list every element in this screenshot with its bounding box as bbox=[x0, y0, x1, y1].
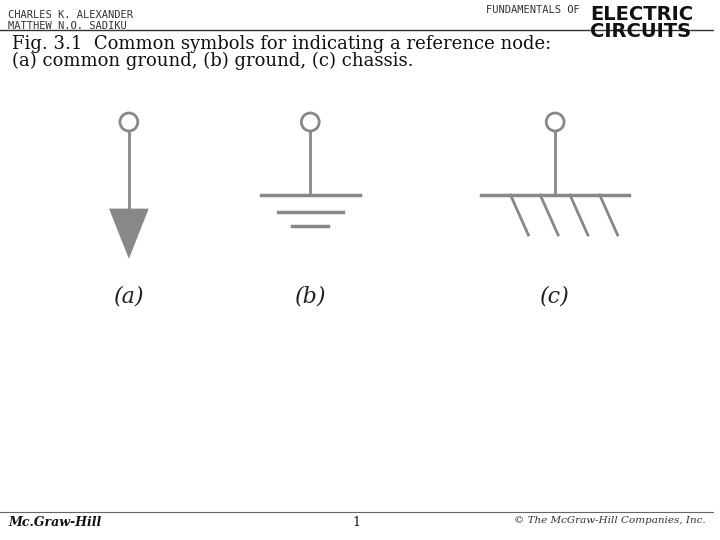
Text: Mc.Graw-Hill: Mc.Graw-Hill bbox=[8, 516, 102, 529]
Text: FUNDAMENTALS OF: FUNDAMENTALS OF bbox=[486, 5, 580, 15]
Text: © The McGraw-Hill Companies, Inc.: © The McGraw-Hill Companies, Inc. bbox=[514, 516, 706, 525]
Text: CHARLES K. ALEXANDER: CHARLES K. ALEXANDER bbox=[8, 10, 133, 20]
Text: ELECTRIC: ELECTRIC bbox=[590, 5, 693, 24]
Text: (a) common ground, (b) ground, (c) chassis.: (a) common ground, (b) ground, (c) chass… bbox=[12, 52, 413, 70]
Text: (b): (b) bbox=[294, 285, 326, 307]
Text: 1: 1 bbox=[353, 516, 361, 529]
Text: (c): (c) bbox=[540, 285, 570, 307]
Text: (a): (a) bbox=[114, 285, 144, 307]
Text: Fig. 3.1  Common symbols for indicating a reference node:: Fig. 3.1 Common symbols for indicating a… bbox=[12, 35, 551, 53]
Polygon shape bbox=[111, 210, 147, 255]
Text: MATTHEW N.O. SADIKU: MATTHEW N.O. SADIKU bbox=[8, 21, 127, 31]
Text: CIRCUITS: CIRCUITS bbox=[590, 22, 691, 41]
